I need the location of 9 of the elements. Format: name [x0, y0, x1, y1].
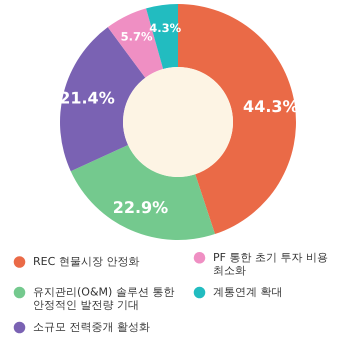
donut-slice	[70, 144, 215, 240]
data-label: 22.9%	[112, 198, 168, 218]
legend-label: REC 현물시장 안정화	[33, 254, 140, 268]
legend-label: 소규모 전력중개 활성화	[33, 320, 150, 334]
legend-label: 계통연계 확대	[213, 286, 282, 298]
data-label: 5.7%	[120, 30, 154, 44]
legend-label: PF 통한 초기 투자 비용 최소화	[213, 250, 328, 277]
data-label: 21.4%	[59, 88, 115, 108]
legend-label: 유지관리(O&M) 솔루션 통한 안정적인 발전량 기대	[33, 286, 174, 312]
